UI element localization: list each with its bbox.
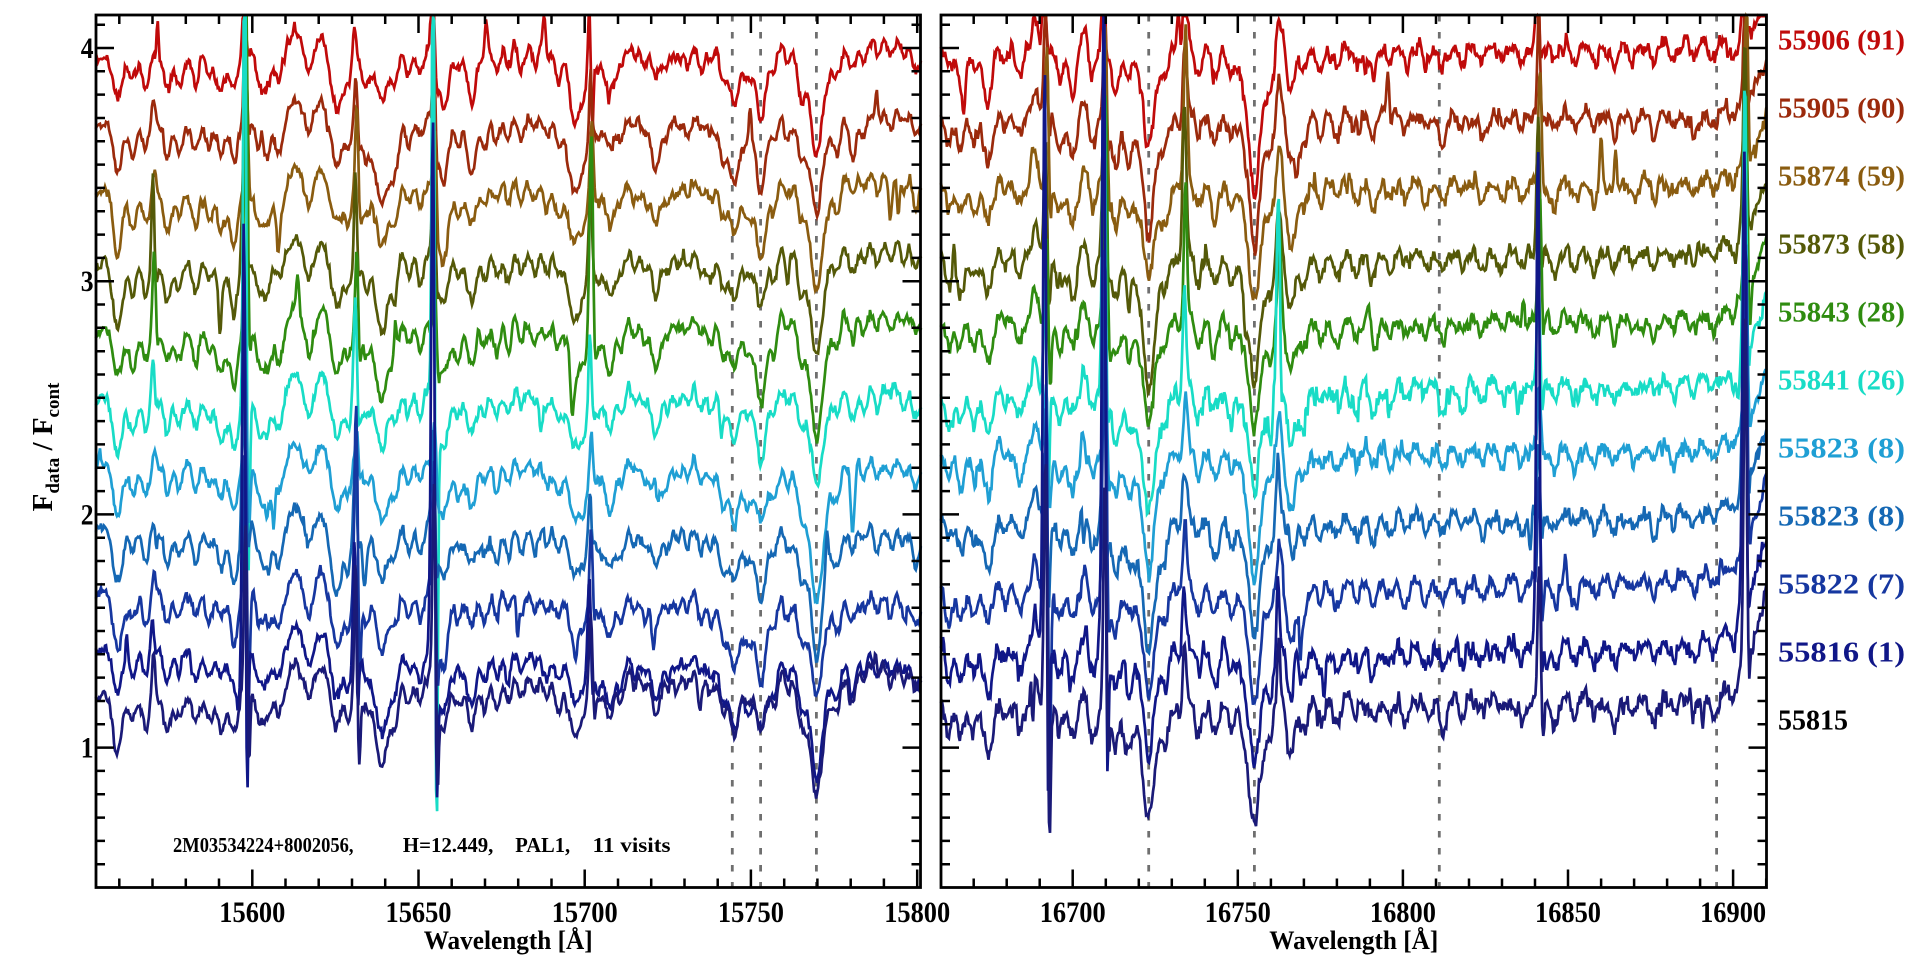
svg-text:H=12.449,: H=12.449, (403, 833, 494, 857)
svg-text:55823 (8): 55823 (8) (1778, 434, 1905, 465)
svg-text:55873 (58): 55873 (58) (1778, 230, 1905, 261)
svg-text:55822 (7): 55822 (7) (1778, 570, 1905, 601)
svg-text:Fdata / Fcont: Fdata / Fcont (27, 382, 64, 511)
svg-text:55905 (90): 55905 (90) (1778, 94, 1905, 125)
svg-text:15700: 15700 (552, 897, 618, 929)
svg-text:11 visits: 11 visits (593, 833, 671, 857)
svg-text:PAL1,: PAL1, (515, 833, 570, 857)
svg-text:16750: 16750 (1205, 897, 1271, 929)
svg-text:15800: 15800 (884, 897, 950, 929)
svg-text:55823 (8): 55823 (8) (1778, 502, 1905, 533)
svg-text:55815: 55815 (1778, 706, 1848, 737)
svg-text:55841 (26): 55841 (26) (1778, 366, 1905, 397)
svg-text:15650: 15650 (386, 897, 452, 929)
svg-text:55874 (59): 55874 (59) (1778, 162, 1905, 193)
svg-text:3: 3 (81, 266, 94, 298)
svg-text:55906 (91): 55906 (91) (1778, 26, 1905, 57)
svg-text:16900: 16900 (1700, 897, 1766, 929)
svg-text:Wavelength [Å]: Wavelength [Å] (424, 925, 593, 955)
svg-text:2M03534224+8002056,: 2M03534224+8002056, (173, 833, 354, 857)
svg-text:2: 2 (81, 499, 94, 531)
svg-text:15750: 15750 (718, 897, 784, 929)
svg-text:55816 (1): 55816 (1) (1778, 638, 1905, 669)
svg-text:16850: 16850 (1535, 897, 1601, 929)
svg-text:1: 1 (81, 733, 94, 765)
svg-text:15600: 15600 (219, 897, 285, 929)
svg-text:4: 4 (81, 33, 94, 65)
svg-text:16700: 16700 (1040, 897, 1106, 929)
svg-text:16800: 16800 (1370, 897, 1436, 929)
svg-text:55843 (28): 55843 (28) (1778, 298, 1905, 329)
svg-text:Wavelength [Å]: Wavelength [Å] (1269, 925, 1438, 955)
